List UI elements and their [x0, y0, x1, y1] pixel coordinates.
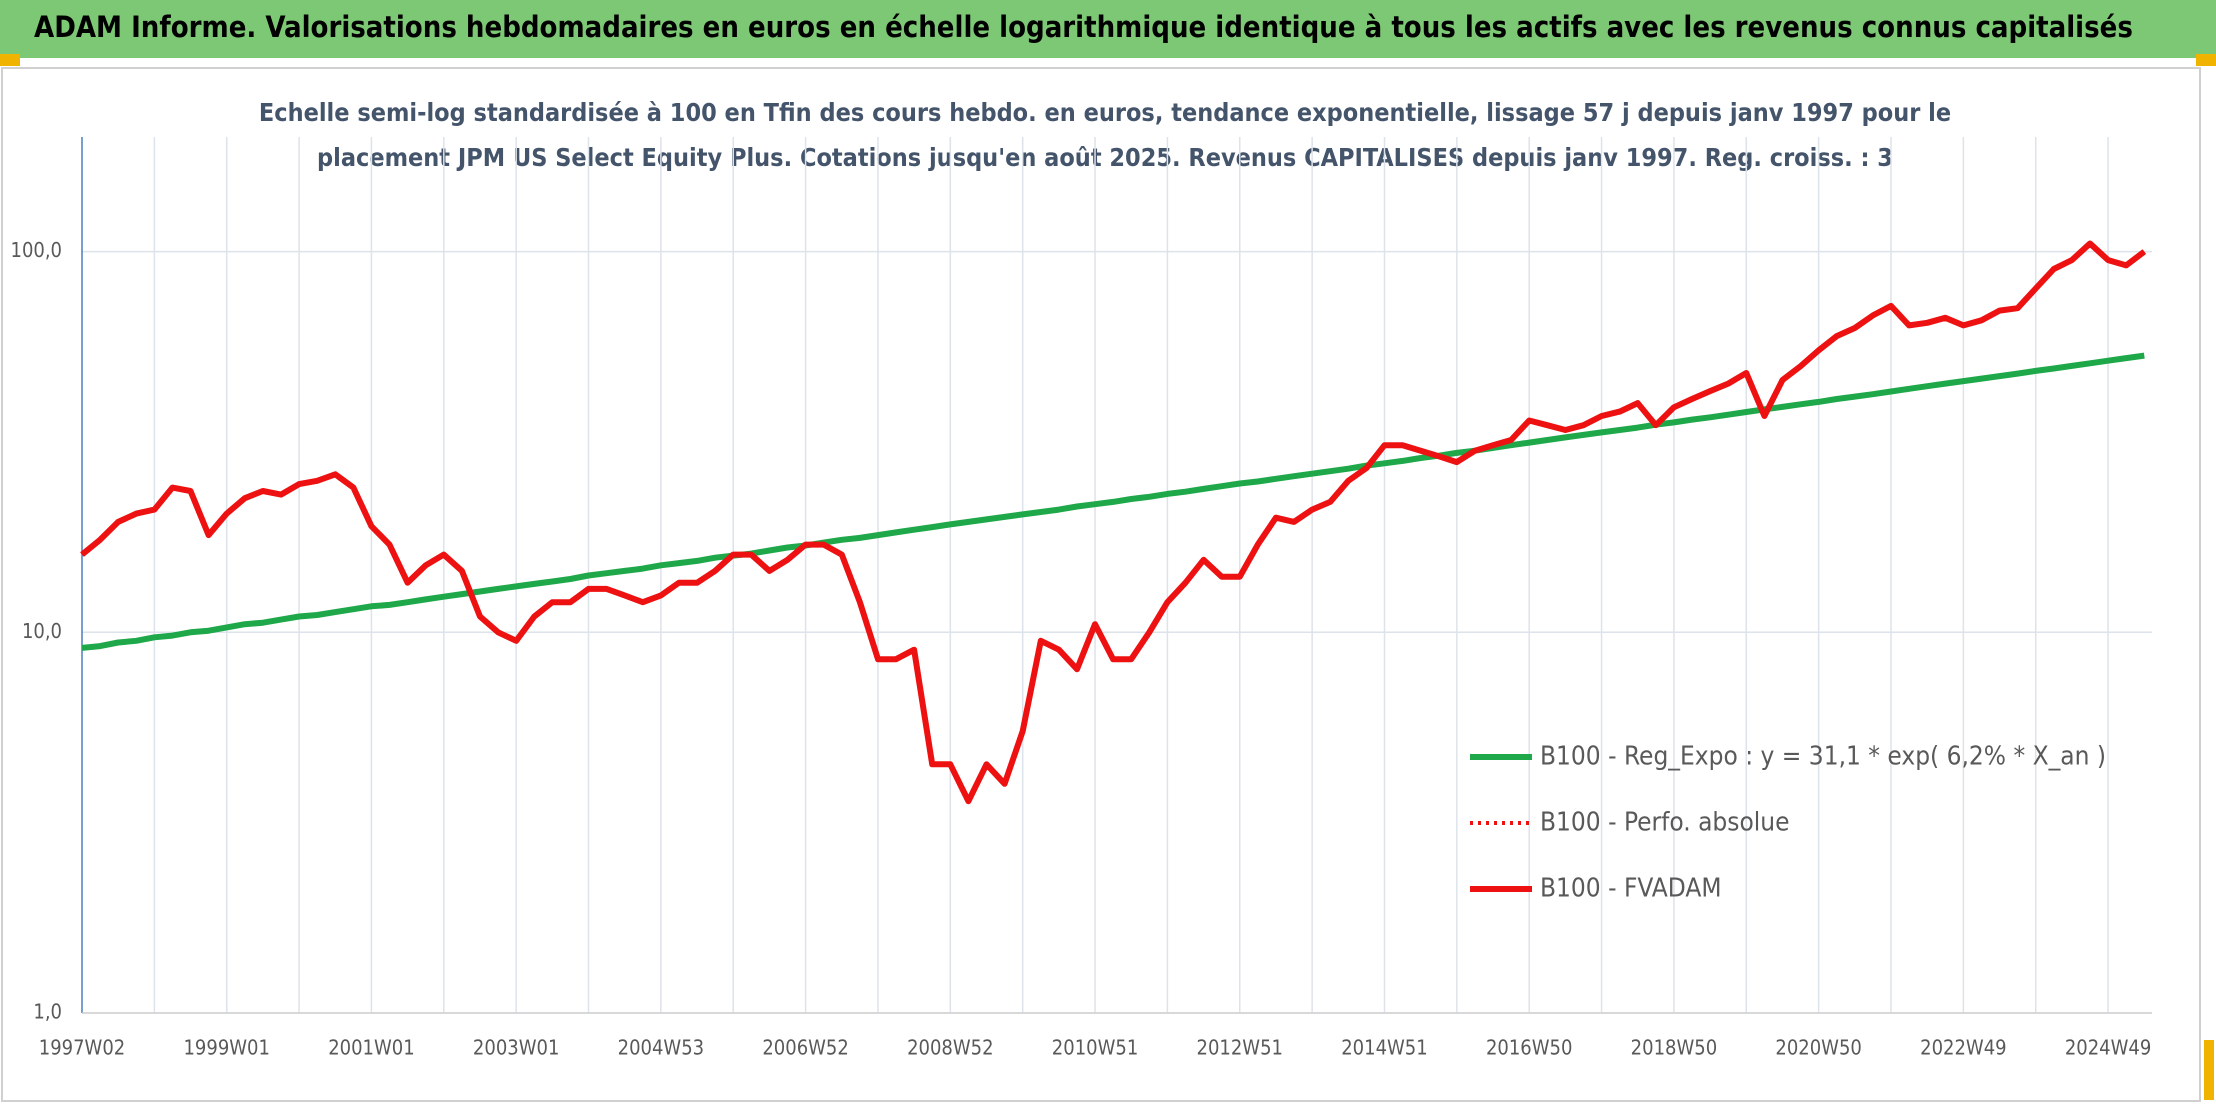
x-tick-label: 2012W51 — [1197, 1036, 1283, 1060]
x-tick-label: 2022W49 — [1920, 1036, 2006, 1060]
x-tick-label: 2008W52 — [907, 1036, 993, 1060]
series-line — [80, 240, 2147, 805]
x-tick-label: 2004W53 — [618, 1036, 704, 1060]
corner-marker — [0, 54, 20, 66]
legend-label: B100 - Reg_Expo : y = 31,1 * exp( 6,2% *… — [1540, 742, 2106, 772]
chart-title: placement JPM US Select Equity Plus. Cot… — [317, 143, 1893, 172]
x-tick-label: 1997W02 — [39, 1036, 125, 1060]
y-tick-label: 10,0 — [22, 619, 62, 643]
x-tick-label: 2024W49 — [2065, 1036, 2151, 1060]
x-tick-label: 2010W51 — [1052, 1036, 1138, 1060]
x-tick-label: 2014W51 — [1341, 1036, 1427, 1060]
corner-marker — [2204, 1040, 2214, 1100]
series-line — [81, 352, 2145, 651]
chart-title: Echelle semi-log standardisée à 100 en T… — [259, 98, 1951, 127]
x-tick-label: 2003W01 — [473, 1036, 559, 1060]
x-tick-label: 2020W50 — [1775, 1036, 1861, 1060]
y-tick-label: 100,0 — [11, 238, 63, 262]
x-tick-label: 2018W50 — [1631, 1036, 1717, 1060]
chart-border — [1, 67, 2201, 1102]
x-tick-label: 1999W01 — [183, 1036, 269, 1060]
x-tick-label: 2001W01 — [328, 1036, 414, 1060]
x-tick-label: 2016W50 — [1486, 1036, 1572, 1060]
banner-title: ADAM Informe. Valorisations hebdomadaire… — [34, 10, 2133, 44]
y-tick-label: 1,0 — [33, 1000, 62, 1024]
legend-label: B100 - Perfo. absolue — [1540, 808, 1790, 838]
corner-marker — [2196, 54, 2216, 66]
x-tick-label: 2006W52 — [762, 1036, 848, 1060]
banner — [0, 0, 2216, 58]
legend-label: B100 - FVADAM — [1540, 874, 1722, 904]
